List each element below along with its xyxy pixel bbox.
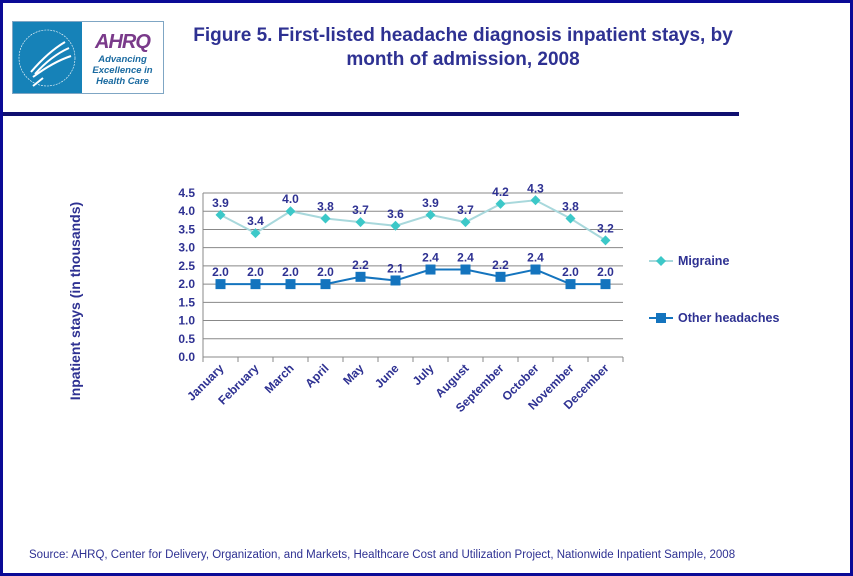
- y-tick-label: 4.0: [178, 204, 195, 218]
- y-tick-label: 3.5: [178, 222, 195, 236]
- series-line-1: [220, 268, 606, 286]
- y-tick-label: 1.5: [178, 295, 195, 309]
- data-label: 2.0: [282, 265, 299, 279]
- y-tick-label: 1.0: [178, 314, 195, 328]
- data-label: 3.2: [597, 221, 614, 235]
- x-tick-label: March: [262, 361, 297, 396]
- data-point-migraine: [495, 198, 506, 209]
- series-line-0: [220, 199, 607, 242]
- data-label: 3.8: [317, 200, 334, 214]
- data-point-other-headaches: [495, 271, 506, 282]
- data-label: 4.0: [282, 192, 299, 206]
- data-label: 3.9: [422, 196, 439, 210]
- data-point-migraine: [390, 220, 401, 231]
- data-label: 3.7: [457, 203, 474, 217]
- legend-label: Migraine: [678, 254, 729, 268]
- data-point-other-headaches: [285, 279, 296, 290]
- tagline-line: Advancing: [98, 54, 147, 65]
- data-point-migraine: [425, 209, 436, 220]
- ahrq-logo: AHRQ Advancing Excellence in Health Care: [12, 21, 164, 94]
- y-tick-label: 3.0: [178, 241, 195, 255]
- data-label: 3.6: [387, 207, 404, 221]
- data-label: 2.0: [247, 265, 264, 279]
- y-tick-label: 0.5: [178, 332, 195, 346]
- data-label: 2.0: [597, 265, 614, 279]
- data-point-other-headaches: [425, 264, 436, 275]
- data-point-other-headaches: [215, 279, 226, 290]
- tagline-line: Excellence in: [92, 65, 153, 76]
- data-point-migraine: [250, 228, 261, 239]
- data-label: 2.2: [352, 258, 369, 272]
- chart-title: Figure 5. First-listed headache diagnosi…: [193, 25, 733, 70]
- data-point-migraine: [285, 206, 296, 217]
- data-point-other-headaches: [390, 275, 401, 286]
- data-label: 3.8: [562, 200, 579, 214]
- legend-square-icon: [656, 313, 666, 323]
- data-label: 3.9: [212, 196, 229, 210]
- hhs-seal-icon: [13, 22, 82, 93]
- data-point-migraine: [215, 209, 226, 220]
- x-tick-label: May: [340, 361, 367, 388]
- legend-diamond-icon: [656, 256, 666, 266]
- y-tick-label: 2.5: [178, 259, 195, 273]
- legend-label: Other headaches: [678, 311, 779, 325]
- data-label: 2.2: [492, 258, 509, 272]
- data-point-migraine: [355, 217, 366, 228]
- data-label: 2.4: [457, 251, 474, 265]
- data-point-other-headaches: [565, 279, 576, 290]
- data-label: 2.0: [317, 265, 334, 279]
- data-point-migraine: [530, 195, 541, 206]
- data-label: 2.0: [562, 265, 579, 279]
- data-point-other-headaches: [320, 279, 331, 290]
- data-point-other-headaches: [600, 279, 611, 290]
- y-tick-label: 2.0: [178, 277, 195, 291]
- data-label: 3.4: [247, 214, 264, 228]
- y-tick-label: 0.0: [178, 350, 195, 364]
- data-point-migraine: [600, 235, 611, 246]
- data-point-migraine: [565, 213, 576, 224]
- data-point-migraine: [320, 213, 331, 224]
- data-label: 4.2: [492, 185, 509, 199]
- data-point-other-headaches: [530, 264, 541, 275]
- data-label: 2.1: [387, 261, 404, 275]
- tagline-line: Health Care: [96, 76, 149, 87]
- data-point-other-headaches: [355, 271, 366, 282]
- data-point-other-headaches: [250, 279, 261, 290]
- data-point-other-headaches: [460, 264, 471, 275]
- y-tick-label: 4.5: [178, 186, 195, 200]
- x-tick-label: July: [410, 361, 437, 388]
- line-chart: 0.00.51.01.52.02.53.03.54.04.5JanuaryFeb…: [178, 181, 779, 415]
- data-label: 2.4: [527, 251, 544, 265]
- header-divider: [3, 112, 739, 116]
- x-tick-label: June: [372, 361, 402, 391]
- data-point-migraine: [460, 217, 471, 228]
- data-label: 2.4: [422, 251, 439, 265]
- x-tick-label: April: [302, 361, 331, 390]
- data-label: 3.7: [352, 203, 369, 217]
- data-label: 2.0: [212, 265, 229, 279]
- source-note: Source: AHRQ, Center for Delivery, Organ…: [29, 549, 736, 561]
- data-label: 4.3: [527, 181, 544, 195]
- ahrq-wordmark: AHRQ: [95, 31, 151, 53]
